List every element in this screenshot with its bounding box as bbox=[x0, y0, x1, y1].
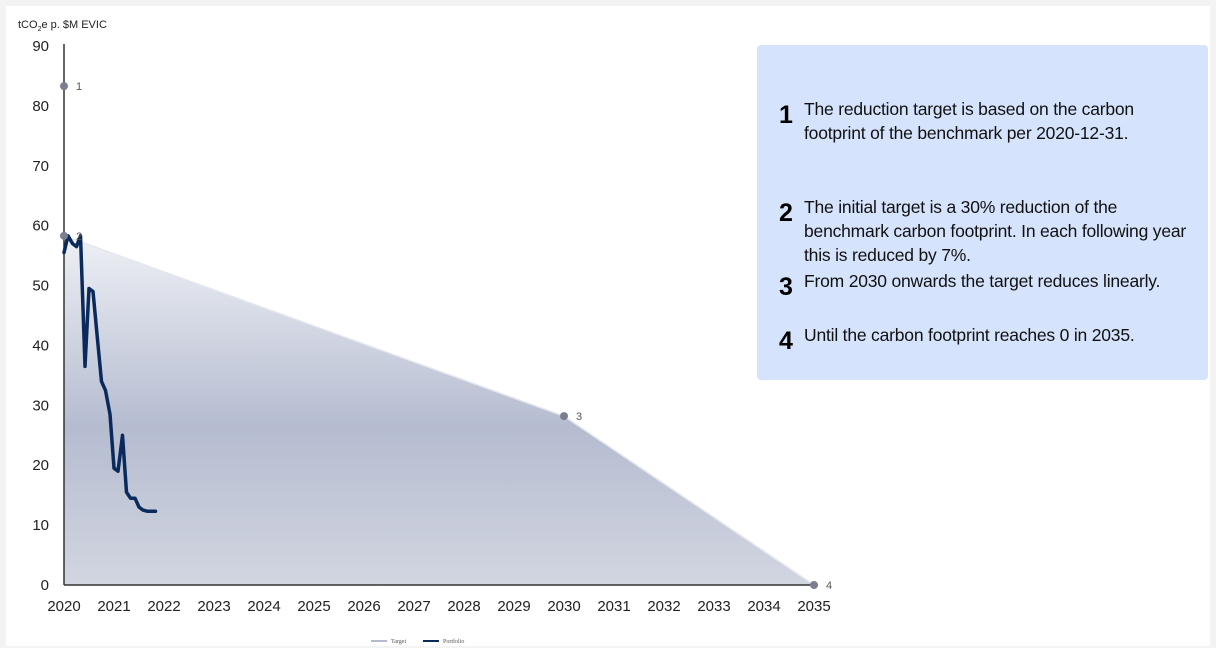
y-tick-label: 90 bbox=[32, 38, 49, 55]
x-tick-label: 2034 bbox=[747, 598, 780, 615]
x-tick-label: 2025 bbox=[297, 598, 330, 615]
x-tick-label: 2029 bbox=[497, 598, 530, 615]
annotation-label-2: 2 bbox=[76, 231, 82, 243]
legend-label-target: Target bbox=[391, 639, 406, 645]
annotation-label-4: 4 bbox=[826, 580, 832, 592]
x-tick-label: 2026 bbox=[347, 598, 380, 615]
notes-panel: 1 The reduction target is based on the ca… bbox=[757, 45, 1208, 380]
legend: Target Portfolio bbox=[371, 638, 464, 645]
x-tick-label: 2022 bbox=[147, 598, 180, 615]
annotation-marker-3 bbox=[560, 412, 568, 421]
annotation-marker-2 bbox=[60, 231, 68, 240]
note-3: 3 From 2030 onwards the target reduces li… bbox=[779, 269, 1199, 300]
x-tick-label: 2027 bbox=[397, 598, 430, 615]
note-2: 2 The initial target is a 30% reduction o… bbox=[779, 195, 1199, 267]
x-tick-label: 2033 bbox=[697, 598, 730, 615]
y-tick-label: 80 bbox=[32, 98, 49, 115]
note-text: The initial target is a 30% reduction of… bbox=[804, 197, 1187, 265]
y-axis-unit-label: tCO2e p. $M EVIC bbox=[18, 19, 107, 33]
y-tick-label: 50 bbox=[32, 278, 49, 295]
x-tick-label: 2023 bbox=[197, 598, 230, 615]
x-tick-label: 2024 bbox=[247, 598, 280, 615]
annotation-label-1: 1 bbox=[76, 81, 82, 93]
legend-label-portfolio: Portfolio bbox=[443, 638, 464, 645]
y-tick-label: 20 bbox=[32, 457, 49, 474]
y-tick-label: 70 bbox=[32, 158, 49, 175]
x-tick-label: 2021 bbox=[97, 598, 130, 615]
portfolio-line bbox=[62, 234, 158, 514]
y-tick-label: 60 bbox=[32, 218, 49, 235]
note-number: 1 bbox=[779, 101, 793, 129]
y-tick-label: 0 bbox=[41, 577, 49, 594]
note-text: The reduction target is based on the car… bbox=[804, 99, 1134, 143]
note-number: 4 bbox=[779, 327, 793, 355]
x-tick-label: 2032 bbox=[647, 598, 680, 615]
y-tick-label: 30 bbox=[32, 397, 49, 414]
x-tick-label: 2031 bbox=[597, 598, 630, 615]
x-tick-label: 2030 bbox=[547, 598, 580, 615]
x-tick-label: 2028 bbox=[447, 598, 480, 615]
annotation-marker-4 bbox=[810, 581, 818, 589]
target-area bbox=[64, 235, 814, 585]
x-tick-label: 2020 bbox=[47, 598, 80, 615]
y-tick-label: 10 bbox=[32, 517, 49, 534]
note-1: 1 The reduction target is based on the ca… bbox=[779, 97, 1199, 145]
y-tick-label: 40 bbox=[32, 337, 49, 354]
note-text: Until the carbon footprint reaches 0 in … bbox=[804, 325, 1135, 345]
x-tick-label: 2035 bbox=[797, 598, 830, 615]
annotation-label-3: 3 bbox=[576, 411, 582, 423]
note-text: From 2030 onwards the target reduces lin… bbox=[804, 271, 1161, 291]
note-4: 4 Until the carbon footprint reaches 0 in… bbox=[779, 323, 1199, 354]
note-number: 2 bbox=[779, 199, 793, 227]
note-number: 3 bbox=[779, 273, 793, 301]
annotation-marker-1 bbox=[60, 82, 68, 91]
